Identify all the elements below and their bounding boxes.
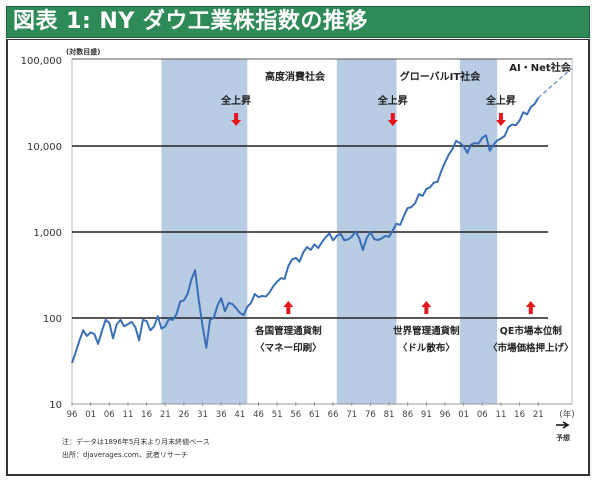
x-tick-label: 06 [104,410,115,420]
era-label: 高度消費社会 [265,70,325,83]
data-lines [71,67,573,364]
down-arrow-icon [387,113,398,126]
x-tick-label: 96 [67,410,78,420]
forecast-label: 予想 [556,433,570,442]
y-tick-label: 10 [49,400,62,411]
x-tick-label: 66 [328,410,339,420]
y-axis-label: (対数目盛) [66,47,100,56]
x-tick-label: 56 [290,410,301,420]
x-tick-label: 96 [440,410,451,420]
x-tick-label: 16 [514,410,525,420]
dow-line [71,97,540,364]
note-source: 出所：djaverages.com、武者リサーチ [62,450,188,459]
x-tick-label: 01 [85,410,96,420]
axes: 10 100 1,000 10,000 100,000 (対数目盛) 96 01 06 11 16 2… [21,47,575,442]
y-tick-label: 100 [43,314,62,325]
policy-sublabel: 〈マネー印刷〉 [255,342,322,354]
gridlines [72,58,572,319]
x-tick-label: 11 [123,410,134,420]
x-tick-label: 06 [477,410,488,420]
note-data-basis: 注：データは1896年5月末より月末終値ベース [62,437,210,446]
x-tick-label: 26 [178,410,189,420]
era-label: グローバルIT社会 [400,70,480,83]
era-label: AI・Net社会 [509,61,570,74]
down-arrow-icon [231,113,242,126]
y-tick-label: 100,000 [21,56,62,67]
x-tick-label: 46 [253,410,264,420]
x-tick-label: 71 [346,410,357,420]
policy-sublabel: 〈市場価格押上げ〉 [488,342,574,354]
policy-label: 世界管理通貨制 [393,325,460,337]
x-tick-label: 21 [160,410,171,420]
x-tick-label: 51 [272,410,283,420]
down-arrow-icon [495,113,506,126]
policy-label: 各国管理通貨制 [254,325,322,337]
up-arrow-icon [525,301,536,314]
x-tick-label: 41 [234,410,245,420]
forecast-arrow-icon [556,421,570,429]
policy-sublabel: 〈ドル散布〉 [398,342,455,354]
x-tick-label: 91 [421,410,432,420]
forecast-line [537,67,573,99]
x-tick-label: 86 [402,410,413,420]
y-tick-label: 1,000 [33,228,62,239]
x-tick-label: 21 [533,410,544,420]
x-tick-label: 11 [496,410,507,420]
y-tick-label: 10,000 [27,142,62,153]
x-tick-label: 01 [458,410,469,420]
x-tick-label: 76 [365,410,376,420]
up-marker-label: 全上昇 [220,94,251,107]
x-tick-label: 16 [141,410,152,420]
x-tick-label: 31 [197,410,208,420]
figure-title: 図表 1: NY ダウ工業株指数の推移 [6,6,590,38]
up-marker-label: 全上昇 [377,94,408,107]
x-tick-label: 81 [384,410,395,420]
up-arrow-icon [421,301,432,314]
policy-label: QE市場本位制 [500,325,563,337]
up-arrow-icon [283,301,294,314]
x-tick-label: 61 [309,410,320,420]
x-axis-label: (年) [559,409,574,420]
x-tick-label: 36 [216,410,227,420]
up-marker-label: 全上昇 [485,94,516,107]
